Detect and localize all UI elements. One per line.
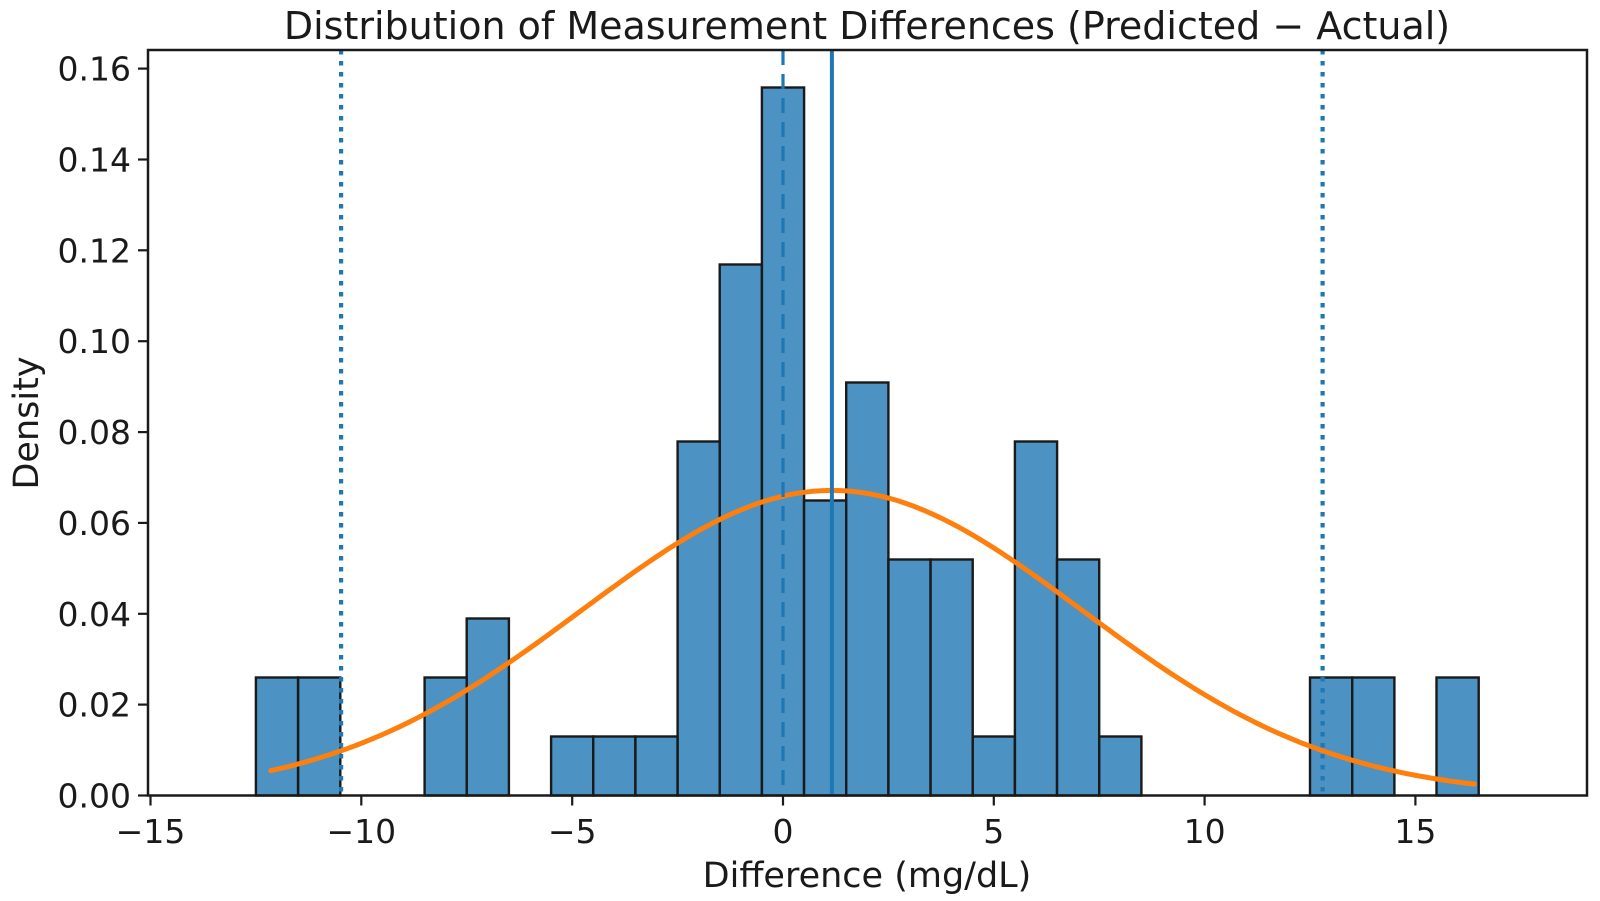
- histogram-bar: [634, 735, 679, 797]
- histogram-bar: [802, 499, 848, 797]
- x-tick-label: −10: [326, 812, 396, 851]
- y-tick-label: 0.06: [58, 504, 131, 543]
- y-tick-label: 0.02: [58, 686, 131, 725]
- reference-lines: [339, 50, 1325, 796]
- y-tick-label: 0.08: [58, 413, 131, 452]
- y-tick-label: 0.10: [58, 322, 131, 361]
- histogram-bar: [549, 735, 595, 797]
- x-tick-label: 5: [983, 812, 1004, 851]
- y-axis-ticks: 0.00 0.02 0.04 0.06 0.08 0.10 0.12 0.14 0.16: [58, 50, 148, 816]
- y-axis-label: Density: [7, 356, 47, 489]
- y-tick-label: 0.12: [58, 231, 131, 270]
- normal-fit-curve: [268, 487, 1477, 787]
- x-tick-label: −15: [116, 812, 186, 851]
- y-tick-label: 0.04: [58, 595, 131, 634]
- x-tick-label: 15: [1394, 812, 1436, 851]
- histogram-bar: [845, 381, 890, 797]
- y-tick-label: 0.00: [58, 777, 131, 816]
- histogram-bar: [676, 440, 721, 797]
- normal-fit-line: [268, 487, 1477, 787]
- histogram-bar: [887, 558, 932, 797]
- x-axis-ticks: −15 −10 −5 0 5 10 15: [116, 795, 1436, 851]
- histogram-bar: [1308, 676, 1354, 797]
- y-tick-label: 0.16: [58, 50, 131, 89]
- y-tick-label: 0.14: [58, 141, 131, 180]
- histogram-bar: [296, 676, 342, 797]
- histogram-bar: [1350, 676, 1396, 797]
- histogram-bars: [254, 86, 1480, 797]
- plot-border: [146, 48, 1589, 797]
- x-axis-label: Difference (mg/dL): [703, 856, 1032, 896]
- histogram-bar: [1013, 440, 1059, 797]
- x-tick-label: −5: [548, 812, 597, 851]
- histogram-bar: [1435, 676, 1480, 797]
- x-tick-label: 10: [1184, 812, 1226, 851]
- histogram-bar: [929, 558, 974, 797]
- histogram-bar: [465, 617, 511, 797]
- histogram-bar: [971, 735, 1017, 797]
- chart-title: Distribution of Measurement Differences …: [284, 4, 1450, 48]
- histogram-bar: [718, 263, 764, 797]
- x-tick-label: 0: [773, 812, 794, 851]
- histogram-bar: [592, 735, 637, 797]
- histogram-bar: [254, 676, 300, 797]
- histogram-bar: [1097, 735, 1143, 797]
